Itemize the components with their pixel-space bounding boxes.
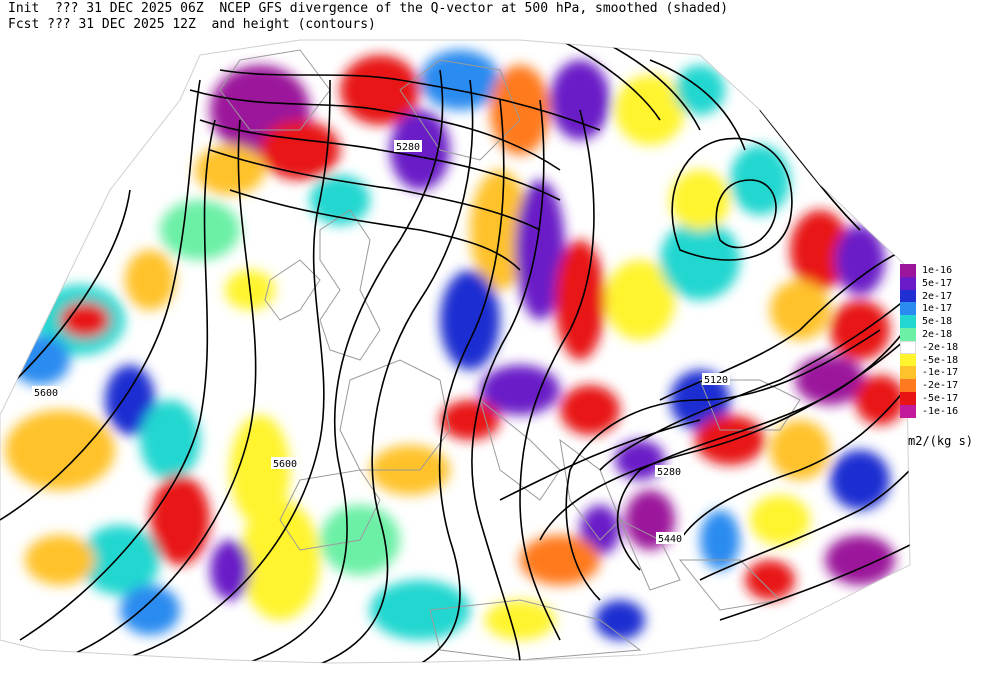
colorbar-swatch [900, 366, 916, 380]
contour-label-5440: 5440 [658, 534, 682, 545]
colorbar-swatch [900, 379, 916, 392]
colorbar-label: -1e-17 [922, 367, 959, 379]
colorbar-swatch [900, 302, 916, 316]
colorbar-swatch [900, 276, 916, 290]
colorbar-swatch [900, 289, 916, 303]
colorbar-label: -2e-17 [922, 380, 959, 392]
header-init-line: Init ??? 31 DEC 2025 06Z NCEP GFS diverg… [8, 1, 729, 16]
contour-label-5280-south: 5280 [657, 467, 681, 478]
colorbar-swatch [900, 392, 916, 405]
colorbar-label: 1e-16 [922, 265, 953, 276]
colorbar-units: m2/(kg s) [908, 434, 974, 448]
header-fcst-line: Fcst ??? 31 DEC 2025 12Z and height (con… [8, 17, 376, 32]
colorbar-label: 5e-17 [922, 277, 953, 289]
colorbar-swatch [900, 315, 916, 328]
colorbar-swatch [900, 264, 916, 277]
colorbar: 1e-16 5e-17 2e-17 1e-17 5e-18 2e-18 -2e-18 -5e-… [900, 258, 995, 418]
colorbar-label: 5e-18 [922, 316, 953, 328]
coastlines [219, 49, 801, 661]
contour-label-5600-center: 5600 [273, 459, 297, 470]
colorbar-label: -5e-18 [922, 354, 959, 366]
colorbar-label: 2e-18 [922, 329, 953, 340]
colorbar-label: -5e-17 [922, 393, 959, 404]
contour-label-5120: 5120 [704, 375, 728, 386]
contour-label-5280: 5280 [396, 142, 420, 153]
colorbar-label: 1e-17 [922, 303, 953, 315]
colorbar-label: -1e-16 [922, 405, 959, 417]
colorbar-swatch [900, 404, 916, 418]
colorbar-swatch [900, 328, 916, 341]
colorbar-swatch [900, 340, 916, 354]
contour-labels: 5280 5600 5600 5120 5280 5440 [32, 140, 730, 545]
height-contours [0, 40, 910, 663]
colorbar-label: -2e-18 [922, 341, 959, 353]
contour-label-5600-west: 5600 [34, 388, 58, 399]
colorbar-label: 2e-17 [922, 290, 953, 302]
colorbar-swatch [900, 353, 916, 367]
